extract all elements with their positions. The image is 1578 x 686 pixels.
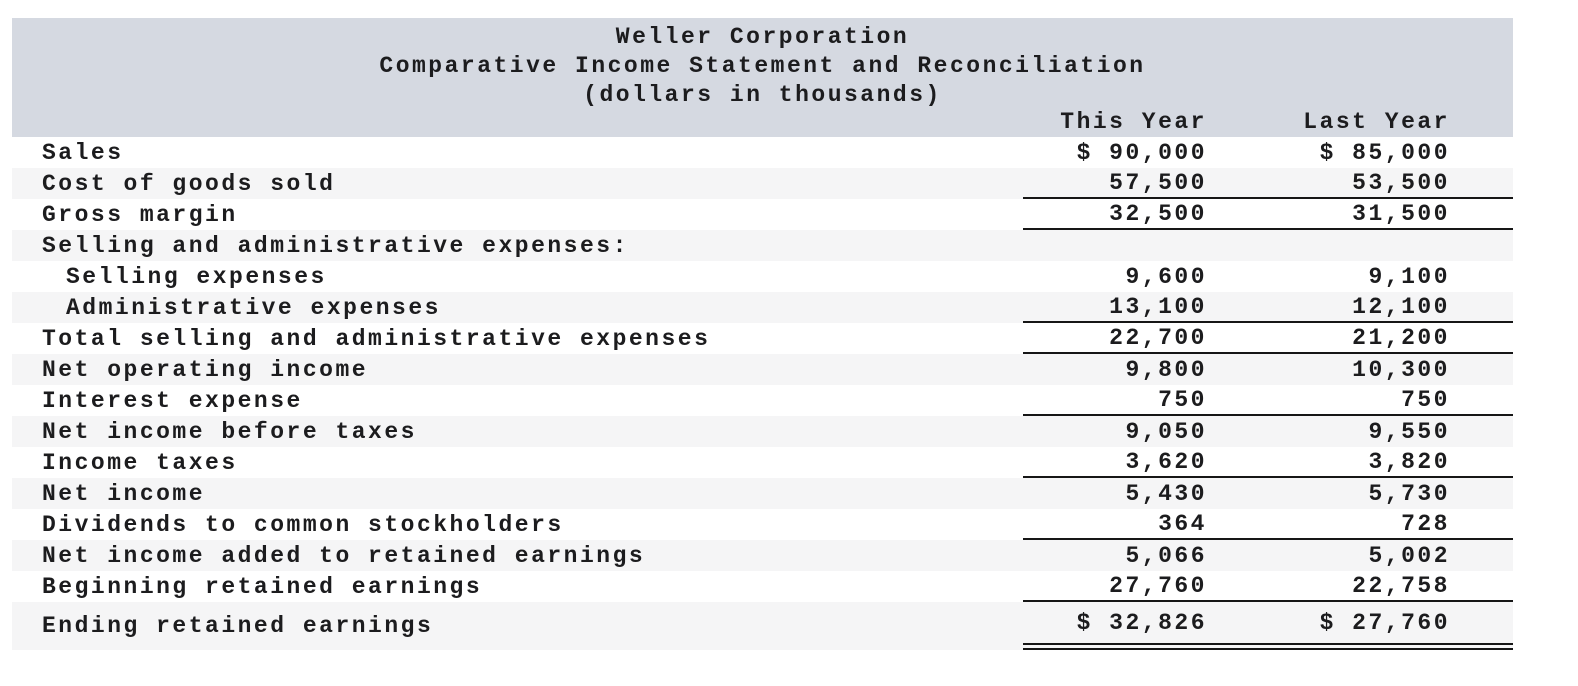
row-value-last-year: 5,730	[1368, 480, 1450, 507]
row-value-this-year: $ 90,000	[1076, 139, 1207, 166]
table-row: Selling and administrative expenses:	[12, 230, 1513, 261]
table-row: Income taxes 3,620 3,820	[12, 447, 1513, 478]
table-row: Selling expenses 9,600 9,100	[12, 261, 1513, 292]
statement-header: Weller Corporation Comparative Income St…	[12, 18, 1513, 137]
row-value-this-year: 750	[1158, 386, 1207, 413]
table-row: Net income 5,430 5,730	[12, 478, 1513, 509]
table-row: Net operating income 9,800 10,300	[12, 354, 1513, 385]
row-value-last-year: 10,300	[1352, 356, 1450, 383]
row-value-this-year: 27,760	[1109, 572, 1207, 599]
row-values: 22,700 21,200	[1023, 323, 1513, 354]
row-values: 27,760 22,758	[1023, 571, 1513, 602]
row-value-last-year: 3,820	[1368, 448, 1450, 475]
column-header-row: This Year Last Year	[12, 109, 1513, 137]
row-values	[1023, 230, 1513, 261]
row-label: Total selling and administrative expense…	[42, 325, 711, 352]
column-header-last-year: Last Year	[1303, 109, 1450, 135]
row-value-this-year: 22,700	[1109, 324, 1207, 351]
units-note: (dollars in thousands)	[583, 82, 942, 108]
row-label: Income taxes	[42, 449, 238, 476]
table-row: Net income added to retained earnings 5,…	[12, 540, 1513, 571]
row-value-last-year: 750	[1401, 386, 1450, 413]
row-value-last-year: 53,500	[1352, 169, 1450, 196]
table-row: Cost of goods sold 57,500 53,500	[12, 168, 1513, 199]
row-values: 13,100 12,100	[1023, 292, 1513, 323]
row-values: $ 32,826 $ 27,760	[1023, 602, 1513, 650]
row-values: 364 728	[1023, 509, 1513, 540]
row-label: Net income before taxes	[42, 418, 417, 445]
row-value-last-year: $ 85,000	[1319, 139, 1450, 166]
row-values: 9,050 9,550	[1023, 416, 1513, 447]
row-label: Cost of goods sold	[42, 170, 336, 197]
row-values: $ 90,000 $ 85,000	[1023, 137, 1513, 168]
row-label: Beginning retained earnings	[42, 573, 483, 600]
row-values: 750 750	[1023, 385, 1513, 416]
table-row: Beginning retained earnings 27,760 22,75…	[12, 571, 1513, 602]
row-values: 5,430 5,730	[1023, 478, 1513, 509]
row-label: Ending retained earnings	[42, 613, 434, 639]
row-value-this-year: 13,100	[1109, 293, 1207, 320]
row-label: Selling and administrative expenses:	[42, 232, 629, 259]
row-values: 9,600 9,100	[1023, 261, 1513, 292]
table-row: Sales $ 90,000 $ 85,000	[12, 137, 1513, 168]
row-label: Interest expense	[42, 387, 303, 414]
column-headers: This Year Last Year	[1023, 109, 1513, 135]
row-label: Dividends to common stockholders	[42, 511, 564, 538]
row-values: 32,500 31,500	[1023, 199, 1513, 230]
row-value-this-year: 9,050	[1125, 418, 1207, 445]
table-row: Net income before taxes 9,050 9,550	[12, 416, 1513, 447]
row-value-last-year: 9,100	[1368, 263, 1450, 290]
row-values: 5,066 5,002	[1023, 540, 1513, 571]
row-value-last-year: 22,758	[1352, 572, 1450, 599]
table-row: Gross margin 32,500 31,500	[12, 199, 1513, 230]
row-value-last-year: 5,002	[1368, 542, 1450, 569]
row-value-this-year: 32,500	[1109, 200, 1207, 227]
table-row: Administrative expenses 13,100 12,100	[12, 292, 1513, 323]
row-value-this-year: 5,066	[1125, 542, 1207, 569]
company-name: Weller Corporation	[615, 24, 910, 50]
row-label: Net income added to retained earnings	[42, 542, 646, 569]
row-values: 9,800 10,300	[1023, 354, 1513, 385]
statement-title: Comparative Income Statement and Reconci…	[379, 53, 1146, 79]
table-row: Interest expense 750 750	[12, 385, 1513, 416]
row-value-this-year: 3,620	[1125, 448, 1207, 475]
statement-rows: Sales $ 90,000 $ 85,000 Cost of goods so…	[12, 137, 1513, 650]
row-value-this-year: 5,430	[1125, 480, 1207, 507]
row-label: Net income	[42, 480, 206, 507]
row-label: Selling expenses	[66, 263, 327, 290]
row-value-last-year: 12,100	[1352, 293, 1450, 320]
column-header-this-year: This Year	[1060, 109, 1207, 135]
row-label: Net operating income	[42, 356, 369, 383]
row-value-this-year: 364	[1158, 510, 1207, 537]
row-value-this-year: $ 32,826	[1076, 609, 1207, 636]
row-value-last-year: 21,200	[1352, 324, 1450, 351]
row-values: 57,500 53,500	[1023, 168, 1513, 199]
table-row: Dividends to common stockholders 364 728	[12, 509, 1513, 540]
income-statement-table: Weller Corporation Comparative Income St…	[12, 18, 1513, 650]
row-value-last-year: 9,550	[1368, 418, 1450, 445]
table-row: Total selling and administrative expense…	[12, 323, 1513, 354]
row-value-this-year: 9,600	[1125, 263, 1207, 290]
table-row: Ending retained earnings $ 32,826 $ 27,7…	[12, 602, 1513, 650]
row-value-this-year: 9,800	[1125, 356, 1207, 383]
row-value-this-year: 57,500	[1109, 169, 1207, 196]
row-values: 3,620 3,820	[1023, 447, 1513, 478]
row-label: Administrative expenses	[66, 294, 441, 321]
row-label: Gross margin	[42, 201, 238, 228]
row-label: Sales	[42, 139, 124, 166]
row-value-last-year: 728	[1401, 510, 1450, 537]
row-value-last-year: $ 27,760	[1319, 609, 1450, 636]
row-value-last-year: 31,500	[1352, 200, 1450, 227]
